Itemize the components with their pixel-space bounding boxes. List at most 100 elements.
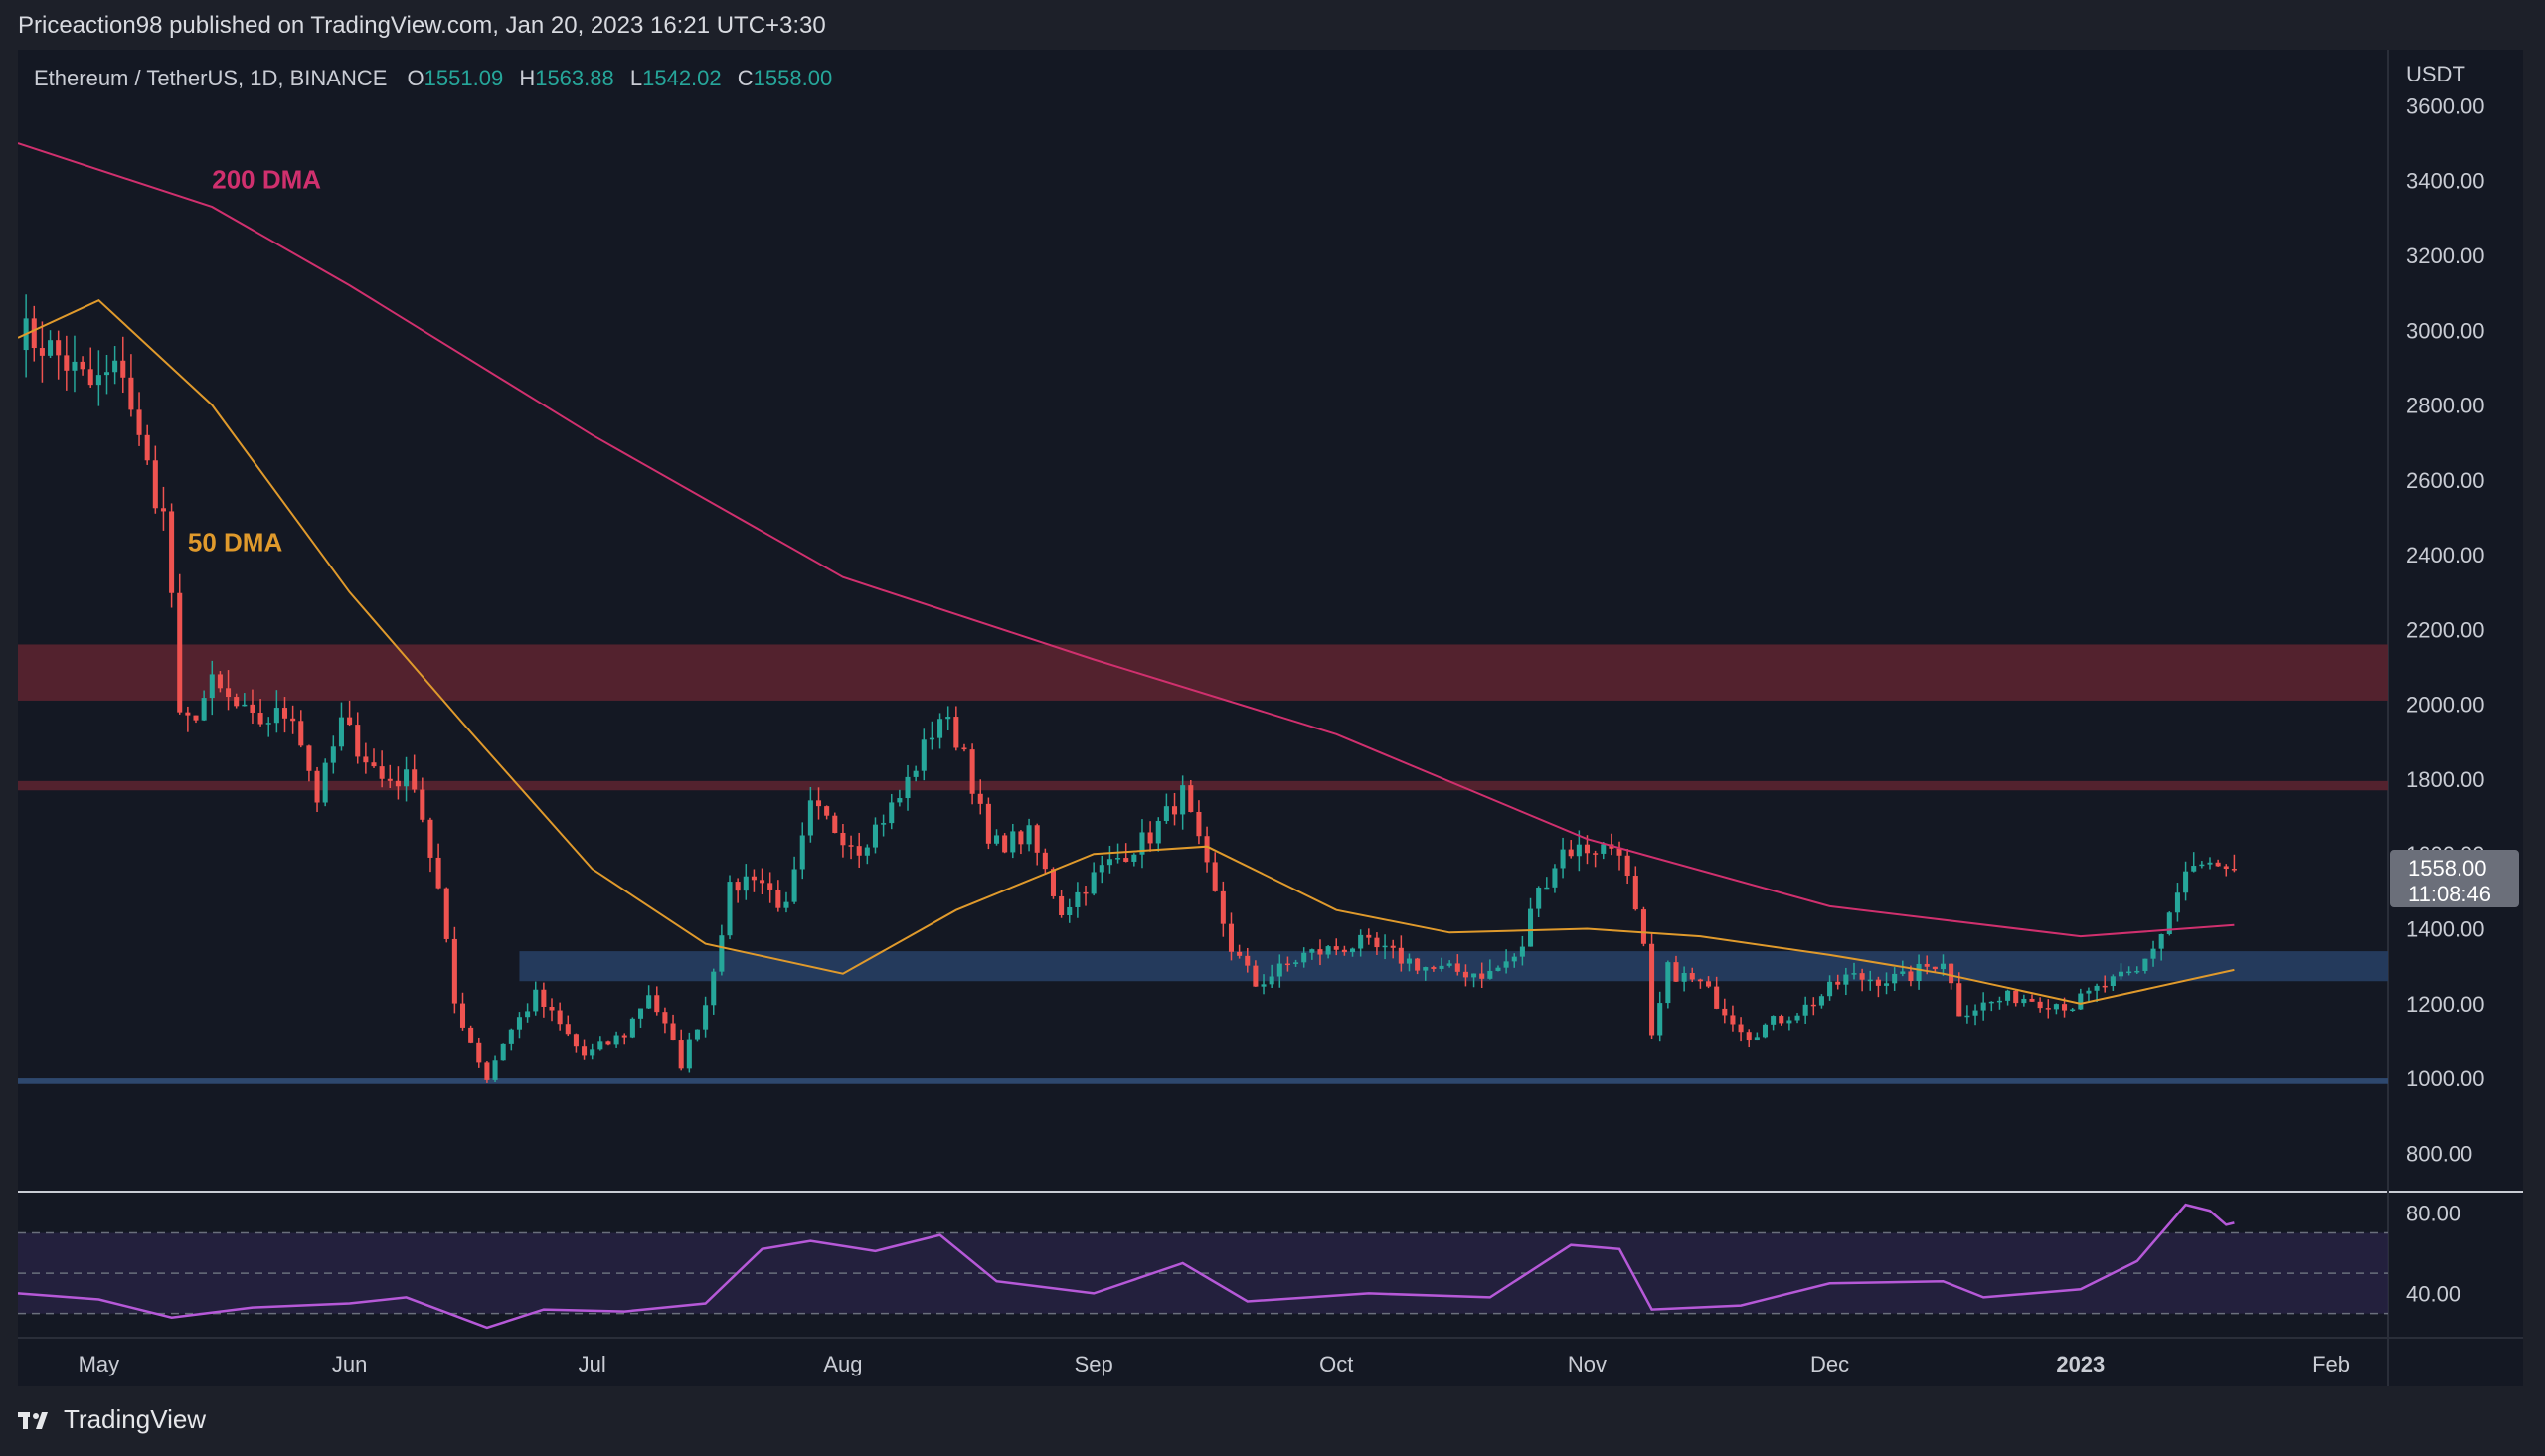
candle	[347, 700, 353, 727]
candle	[807, 786, 813, 843]
candle-body	[977, 793, 983, 804]
candle-body	[2126, 971, 2132, 974]
candle-body	[1462, 971, 1468, 978]
candle	[1495, 965, 1501, 972]
close-value: 1558.00	[753, 66, 833, 90]
candle-body	[533, 989, 539, 1012]
candle	[953, 706, 959, 751]
price-chart[interactable]: 200 DMA 50 DMA USDT 3600.00 3400.00 3200.00 30…	[18, 50, 2523, 1386]
candle-body	[913, 770, 919, 777]
candle	[1779, 1014, 1784, 1026]
candle-body	[1075, 891, 1081, 907]
candle-body	[686, 1039, 692, 1069]
candle-body	[242, 704, 248, 707]
candle-body	[1818, 996, 1824, 1006]
candle-body	[185, 712, 191, 716]
candle	[1802, 996, 1808, 1024]
candle-body	[1681, 973, 1687, 982]
candle	[590, 1043, 595, 1060]
candle	[1309, 948, 1315, 960]
candle-body	[201, 698, 207, 721]
candle-body	[824, 806, 830, 816]
candle-body	[1932, 966, 1938, 970]
candle	[929, 721, 934, 750]
candle-body	[1940, 963, 1947, 970]
candle	[185, 706, 191, 732]
candle	[597, 1036, 603, 1051]
candle	[1794, 1013, 1800, 1024]
candle	[1827, 975, 1833, 1001]
candle-body	[234, 697, 240, 707]
candle-body	[1568, 849, 1574, 857]
candle	[1689, 967, 1695, 983]
candle-body	[985, 803, 991, 844]
candle-body	[694, 1029, 700, 1040]
candle	[31, 305, 37, 362]
candle	[2005, 989, 2011, 1006]
candle-body	[2094, 985, 2100, 991]
candle-body	[500, 1043, 506, 1061]
candle-body	[257, 713, 263, 725]
candle-body	[1390, 945, 1396, 948]
candle-body	[1624, 855, 1630, 877]
candle	[2150, 940, 2156, 967]
candle	[848, 835, 854, 860]
candle	[1366, 928, 1372, 945]
candle	[177, 573, 183, 715]
candle	[1632, 866, 1638, 911]
candle-body	[1593, 853, 1599, 855]
candle	[1503, 949, 1509, 974]
price-tick-label: 3400.00	[2406, 169, 2485, 194]
candle	[703, 996, 709, 1038]
candle-body	[2078, 993, 2084, 1010]
candle-body	[2053, 1004, 2059, 1010]
candle	[2094, 983, 2100, 1003]
candle-body	[2191, 866, 2197, 872]
candle	[443, 887, 449, 943]
candle	[1406, 953, 1413, 972]
candle-body	[404, 769, 410, 787]
candle-body	[476, 1042, 482, 1063]
candle	[662, 1007, 668, 1034]
candle	[613, 1031, 619, 1048]
candle	[1706, 976, 1712, 989]
candle	[1228, 912, 1235, 961]
candle	[1245, 947, 1251, 973]
candle-body	[929, 737, 934, 740]
candle	[1746, 1029, 1752, 1048]
candle	[112, 346, 118, 385]
candle	[1439, 957, 1444, 972]
candle-body	[1155, 820, 1161, 844]
time-tick-label: Nov	[1568, 1352, 1607, 1376]
candle	[1665, 960, 1671, 1009]
footer-brand[interactable]: TradingView	[18, 1404, 206, 1435]
candle-body	[56, 340, 62, 356]
candle-body	[2086, 990, 2092, 994]
candle	[2029, 994, 2035, 1002]
candle-body	[1067, 906, 1073, 916]
price-tick-label: 1400.00	[2406, 917, 2485, 942]
candle	[719, 924, 725, 976]
candle	[1657, 991, 1663, 1042]
candle-body	[662, 1012, 668, 1024]
candle-body	[775, 889, 781, 908]
time-tick-label: Sep	[1075, 1352, 1113, 1376]
candle-body	[1188, 785, 1194, 812]
candle	[824, 805, 830, 820]
candle-body	[314, 770, 320, 803]
candle-body	[629, 1018, 635, 1038]
candle-body	[72, 361, 78, 371]
candle-body	[1026, 825, 1032, 845]
price-tick-label: 1200.00	[2406, 992, 2485, 1017]
candle-body	[840, 832, 846, 846]
candle	[1536, 886, 1542, 918]
candle-body	[451, 938, 457, 1004]
candle-body	[2199, 864, 2205, 867]
candle-body	[1333, 946, 1339, 950]
candle-body	[1536, 888, 1542, 909]
candle	[735, 878, 741, 903]
symbol-name: Ethereum / TetherUS, 1D, BINANCE	[34, 66, 388, 90]
candle-body	[605, 1041, 611, 1045]
candle	[1382, 934, 1388, 960]
candle	[1091, 862, 1097, 896]
